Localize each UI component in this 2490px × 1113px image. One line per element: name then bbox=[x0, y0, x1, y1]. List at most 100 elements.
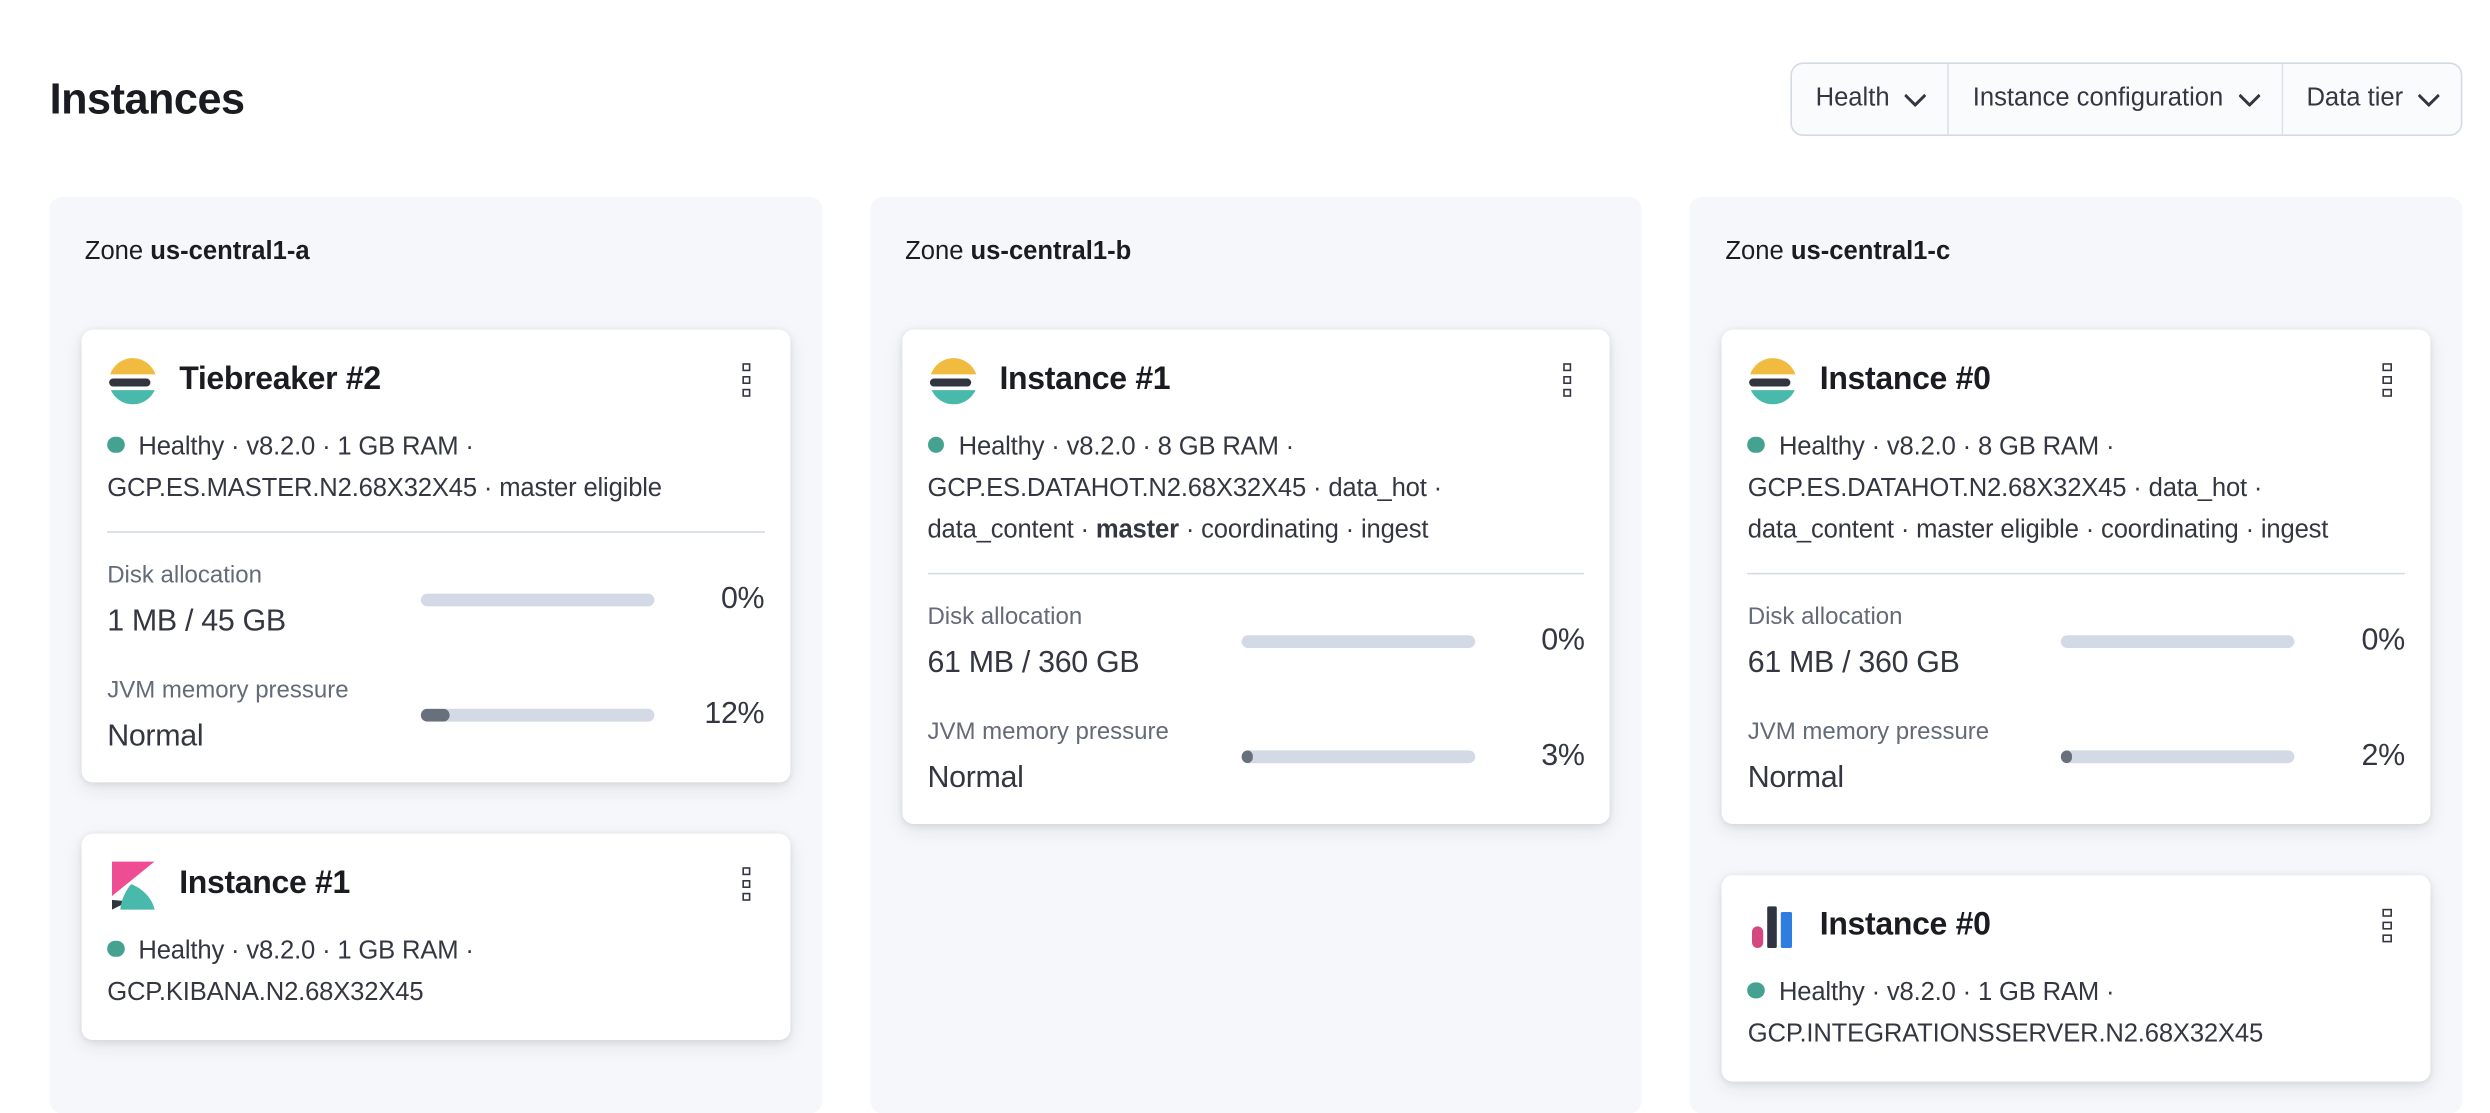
boxes-vertical-icon bbox=[2382, 362, 2392, 372]
boxes-vertical-icon bbox=[1562, 362, 1572, 372]
zone-cards: Tiebreaker #2 Healthy · v8.2.0 · 1 GB RA… bbox=[81, 328, 790, 1040]
zone-label-prefix: Zone bbox=[905, 237, 971, 265]
zone-panel-us-central1-c: Zone us-central1-c Instance #0 Healthy ·… bbox=[1690, 196, 2463, 1113]
boxes-vertical-icon bbox=[2382, 908, 2392, 918]
health-status-dot bbox=[107, 940, 124, 957]
metric-label: Disk allocation bbox=[927, 602, 1083, 630]
instance-metrics: Disk allocation 61 MB / 360 GB 0% JVM me… bbox=[927, 601, 1584, 798]
metric-row-jvm-memory-pressure: JVM memory pressure Normal 3% bbox=[927, 716, 1584, 798]
chevron-down-icon bbox=[2417, 84, 2441, 107]
zone-panel-us-central1-a: Zone us-central1-a Tiebreaker #2 Healthy… bbox=[49, 196, 822, 1113]
metric-row-disk-allocation: Disk allocation 1 MB / 45 GB 0% bbox=[107, 559, 764, 641]
metric-label: Disk allocation bbox=[1747, 602, 1903, 630]
metric-percent: 0% bbox=[1541, 624, 1585, 658]
zone-name: us-central1-c bbox=[1790, 237, 1951, 265]
boxes-vertical-icon bbox=[742, 362, 752, 372]
filter-button-data-tier[interactable]: Data tier bbox=[2280, 64, 2461, 135]
instance-title: Tiebreaker #2 bbox=[179, 361, 381, 397]
metric-label: JVM memory pressure bbox=[1747, 717, 1990, 745]
zone-name: us-central1-b bbox=[970, 237, 1132, 265]
instance-actions-menu-button[interactable] bbox=[729, 359, 764, 401]
page-title: Instances bbox=[49, 75, 245, 124]
instance-title: Instance #0 bbox=[1819, 361, 1991, 397]
disk-allocation-progressbar bbox=[1241, 635, 1475, 649]
filter-button-label: Data tier bbox=[2306, 85, 2404, 113]
instance-meta: Healthy · v8.2.0 · 8 GB RAM · GCP.ES.DATA… bbox=[927, 432, 1443, 544]
zone-label: Zone us-central1-c bbox=[1725, 233, 2430, 271]
instance-card: Instance #1 Healthy · v8.2.0 · 1 GB RAM … bbox=[81, 832, 790, 1040]
filter-button-health[interactable]: Health bbox=[1792, 64, 1948, 134]
metric-percent: 3% bbox=[1541, 739, 1585, 773]
zone-cards: Instance #1 Healthy · v8.2.0 · 8 GB RAM … bbox=[901, 328, 1611, 824]
zone-label: Zone us-central1-b bbox=[905, 233, 1610, 271]
metric-percent: 2% bbox=[2361, 739, 2406, 773]
filter-group: Health Instance configuration Data tier bbox=[1789, 62, 2463, 137]
instance-meta: Healthy · v8.2.0 · 1 GB RAM · GCP.ES.MAST… bbox=[107, 432, 662, 502]
elasticsearch-logo bbox=[927, 354, 978, 405]
instance-metrics: Disk allocation 61 MB / 360 GB 0% JVM me… bbox=[1748, 601, 2405, 798]
zone-panel-us-central1-b: Zone us-central1-b Instance #1 Healthy ·… bbox=[869, 196, 1643, 1113]
instance-card-header: Instance #0 bbox=[1748, 900, 2405, 951]
instance-card: Tiebreaker #2 Healthy · v8.2.0 · 1 GB RA… bbox=[81, 328, 790, 782]
instance-meta: Healthy · v8.2.0 · 1 GB RAM · GCP.KIBANA.… bbox=[107, 936, 474, 1006]
kibana-logo bbox=[107, 858, 158, 909]
instance-card-header: Instance #0 bbox=[1748, 354, 2405, 405]
health-status-dot bbox=[1747, 981, 1765, 999]
metric-label: JVM memory pressure bbox=[107, 676, 349, 704]
instance-metrics: Disk allocation 1 MB / 45 GB 0% JVM memo… bbox=[107, 559, 764, 756]
metric-percent: 12% bbox=[704, 697, 765, 732]
filter-button-label: Health bbox=[1815, 85, 1890, 113]
instance-title: Instance #0 bbox=[1819, 907, 1991, 943]
card-divider bbox=[927, 572, 1585, 574]
elasticsearch-logo bbox=[1748, 354, 1799, 405]
zone-name: us-central1-a bbox=[150, 237, 310, 265]
filter-button-label: Instance configuration bbox=[1972, 85, 2224, 113]
health-status-dot bbox=[107, 436, 124, 453]
zones-container: Zone us-central1-a Tiebreaker #2 Healthy… bbox=[0, 154, 2490, 1113]
instance-actions-menu-button[interactable] bbox=[1549, 359, 1584, 401]
instance-card-header: Tiebreaker #2 bbox=[107, 354, 764, 405]
instance-title: Instance #1 bbox=[179, 865, 350, 901]
instance-meta: Healthy · v8.2.0 · 1 GB RAM · GCP.INTEGRA… bbox=[1747, 978, 2264, 1048]
metric-progressbar-fill bbox=[420, 708, 449, 722]
metric-value: Normal bbox=[1747, 760, 1844, 795]
metric-value: Normal bbox=[107, 719, 204, 753]
instance-card: Instance #0 Healthy · v8.2.0 · 1 GB RAM … bbox=[1722, 874, 2431, 1081]
disk-allocation-progressbar bbox=[420, 593, 655, 607]
metric-label: JVM memory pressure bbox=[927, 717, 1169, 745]
instance-actions-menu-button[interactable] bbox=[2370, 905, 2405, 947]
metric-percent: 0% bbox=[2361, 624, 2406, 658]
jvm-memory-pressure-progressbar bbox=[420, 708, 655, 722]
metric-percent: 0% bbox=[720, 582, 765, 617]
elasticsearch-logo bbox=[107, 354, 158, 405]
health-status-dot bbox=[927, 436, 945, 453]
zone-cards: Instance #0 Healthy · v8.2.0 · 8 GB RAM … bbox=[1722, 328, 2431, 1081]
metric-label: Disk allocation bbox=[107, 560, 262, 589]
instance-title: Instance #1 bbox=[999, 361, 1171, 397]
metric-value: 61 MB / 360 GB bbox=[927, 645, 1140, 680]
instance-actions-menu-button[interactable] bbox=[2370, 359, 2405, 401]
zone-label-prefix: Zone bbox=[1725, 237, 1791, 265]
boxes-vertical-icon bbox=[742, 866, 752, 876]
metric-row-jvm-memory-pressure: JVM memory pressure Normal 12% bbox=[107, 674, 764, 756]
integrations-server-logo bbox=[1748, 900, 1799, 951]
jvm-memory-pressure-progressbar bbox=[1241, 750, 1475, 764]
metric-value: Normal bbox=[927, 760, 1024, 795]
instance-card-header: Instance #1 bbox=[927, 354, 1584, 405]
jvm-memory-pressure-progressbar bbox=[2061, 750, 2295, 764]
instance-actions-menu-button[interactable] bbox=[729, 863, 764, 905]
chevron-down-icon bbox=[2237, 84, 2261, 107]
health-status-dot bbox=[1747, 436, 1765, 453]
zone-label: Zone us-central1-a bbox=[85, 233, 790, 271]
card-divider bbox=[107, 530, 765, 533]
filter-button-instance-configuration[interactable]: Instance configuration bbox=[1947, 64, 2281, 135]
metric-value: 1 MB / 45 GB bbox=[107, 604, 286, 638]
metric-value: 61 MB / 360 GB bbox=[1747, 645, 1960, 680]
metric-row-disk-allocation: Disk allocation 61 MB / 360 GB 0% bbox=[1748, 601, 2405, 683]
instance-meta: Healthy · v8.2.0 · 8 GB RAM · GCP.ES.DATA… bbox=[1747, 432, 2329, 544]
zone-label-prefix: Zone bbox=[84, 237, 151, 265]
instance-card-header: Instance #1 bbox=[107, 858, 764, 909]
metric-row-jvm-memory-pressure: JVM memory pressure Normal 2% bbox=[1748, 716, 2405, 798]
metric-progressbar-fill bbox=[2061, 750, 2073, 764]
